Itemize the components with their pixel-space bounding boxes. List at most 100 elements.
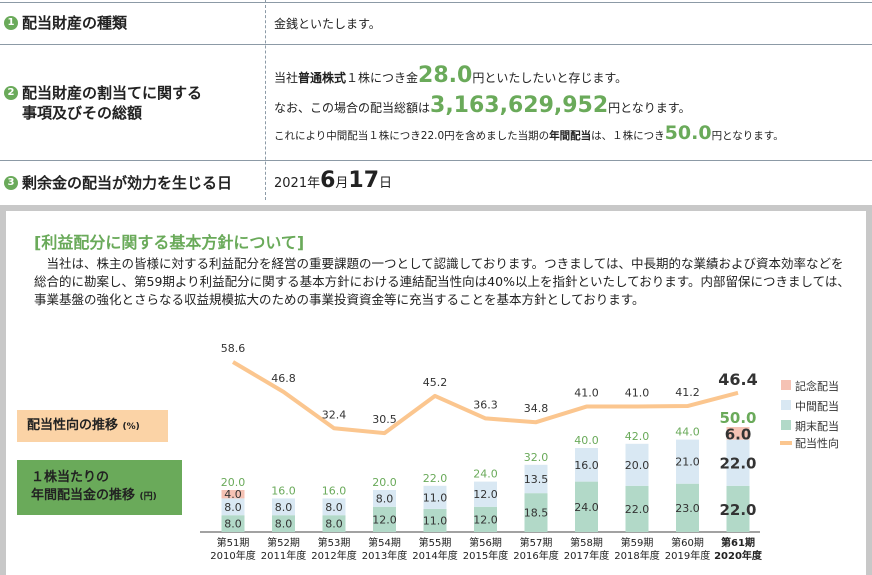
x-tick-year: 2015年度 bbox=[463, 549, 508, 562]
x-tick-label: 第60期 bbox=[671, 536, 704, 549]
x-tick-label: 第56期 bbox=[469, 536, 502, 549]
bar-記念配当 bbox=[726, 427, 750, 440]
policy-title: [利益配分に関する基本方針について] bbox=[34, 233, 305, 252]
x-tick-year: 2018年度 bbox=[614, 549, 659, 562]
total-label: 22.0 bbox=[423, 472, 448, 485]
bar-中間配当 bbox=[474, 481, 497, 507]
line-point-label: 36.3 bbox=[473, 398, 498, 411]
bar-value-label: 6.0 bbox=[725, 425, 752, 443]
bar-value-label: 11.0 bbox=[423, 491, 448, 504]
bar-value-label: 8.0 bbox=[376, 492, 394, 505]
total-label: 16.0 bbox=[271, 484, 296, 497]
bar-value-label: 12.0 bbox=[372, 513, 397, 526]
x-tick-year: 2010年度 bbox=[210, 549, 255, 562]
bar-value-label: 23.0 bbox=[675, 502, 700, 515]
bar-中間配当 bbox=[575, 448, 598, 482]
bar-期末配当 bbox=[423, 508, 447, 532]
bar-期末配当 bbox=[373, 506, 396, 532]
bar-value-label: 13.5 bbox=[524, 473, 549, 486]
line-point-label: 41.0 bbox=[574, 387, 599, 400]
bar-value-label: 8.0 bbox=[325, 518, 343, 531]
label-text: 配当財産の割当てに関する bbox=[22, 84, 203, 102]
policy-panel: [利益配分に関する基本方針について] 当社は、株主の皆様に対する利益配分を経営の… bbox=[0, 205, 872, 575]
legend-label: 中間配当 bbox=[795, 399, 839, 413]
bar-value-label: 8.0 bbox=[224, 518, 242, 531]
bar-value-label: 20.0 bbox=[625, 459, 650, 472]
bar-value-label: 8.0 bbox=[325, 501, 343, 514]
bar-期末配当 bbox=[272, 515, 295, 532]
x-tick-year: 2014年度 bbox=[412, 549, 457, 562]
effective-date: 2021年6月17日 bbox=[274, 168, 393, 193]
dps-label: １株当たりの 年間配当金の推移 (円) bbox=[17, 460, 182, 515]
total-label: 24.0 bbox=[473, 468, 498, 481]
allocation-line3: これにより中間配当１株につき22.0円を含めました当期の年間配当は、１株につき5… bbox=[274, 122, 784, 144]
line-point-label: 30.5 bbox=[372, 413, 397, 426]
total-label: 42.0 bbox=[625, 430, 650, 443]
total-label: 20.0 bbox=[372, 476, 397, 489]
line-point-label: 45.2 bbox=[423, 376, 448, 389]
bar-期末配当 bbox=[221, 515, 245, 532]
bar-中間配当 bbox=[524, 464, 548, 494]
line-point-label: 58.6 bbox=[221, 342, 246, 355]
legend-swatch bbox=[781, 380, 791, 390]
bar-期末配当 bbox=[676, 483, 699, 532]
x-tick-label: 第51期 bbox=[217, 536, 250, 549]
label-text: 配当財産の種類 bbox=[22, 14, 128, 32]
label-text: 事項及びその総額 bbox=[22, 104, 143, 122]
allocation-line1: 当社普通株式１株につき金28.0円といたしたいと存じます。 bbox=[274, 63, 628, 88]
legend-label: 記念配当 bbox=[795, 379, 839, 393]
bar-value-label: 22.0 bbox=[719, 455, 756, 473]
total-label: 50.0 bbox=[719, 409, 756, 427]
x-tick-year: 2012年度 bbox=[311, 549, 356, 562]
bar-期末配当 bbox=[625, 485, 649, 532]
bar-中間配当 bbox=[676, 439, 699, 484]
total-label: 20.0 bbox=[221, 476, 246, 489]
number-badge: 1 bbox=[4, 16, 18, 30]
bar-期末配当 bbox=[322, 515, 346, 532]
bar-記念配当 bbox=[221, 490, 245, 499]
bar-value-label: 12.0 bbox=[473, 488, 498, 501]
annual-dividend: 50.0 bbox=[664, 122, 712, 144]
row-divider bbox=[0, 160, 872, 161]
x-tick-year: 2016年度 bbox=[513, 549, 558, 562]
row-label-allocation: 2 配当財産の割当てに関する 事項及びその総額 bbox=[4, 83, 202, 123]
bar-期末配当 bbox=[474, 506, 497, 532]
x-tick-label: 第53期 bbox=[318, 536, 351, 549]
allocation-line2: なお、この場合の配当総額は3,163,629,952円となります。 bbox=[274, 93, 691, 118]
legend-swatch bbox=[781, 420, 791, 430]
bar-value-label: 22.0 bbox=[625, 503, 650, 516]
bar-value-label: 4.0 bbox=[224, 488, 242, 501]
bar-value-label: 12.0 bbox=[473, 513, 498, 526]
total-label: 16.0 bbox=[322, 484, 347, 497]
total-label: 40.0 bbox=[574, 434, 599, 447]
bar-期末配当 bbox=[575, 481, 598, 532]
dividend-per-share: 28.0 bbox=[418, 63, 473, 88]
line-point-label: 34.8 bbox=[524, 402, 549, 415]
row-label-effective-date: 3 剰余金の配当が効力を生じる日 bbox=[4, 173, 232, 193]
payout-ratio-line bbox=[231, 360, 739, 436]
number-badge: 3 bbox=[4, 176, 18, 190]
bar-中間配当 bbox=[423, 485, 447, 509]
bar-value-label: 24.0 bbox=[574, 501, 599, 514]
bar-value-label: 16.0 bbox=[574, 459, 599, 472]
x-tick-label: 第61期 bbox=[721, 536, 755, 549]
row-divider bbox=[0, 44, 872, 45]
x-tick-year: 2019年度 bbox=[665, 549, 710, 562]
line-point-label: 41.2 bbox=[675, 386, 700, 399]
total-dividend: 3,163,629,952 bbox=[430, 93, 609, 118]
total-label: 44.0 bbox=[675, 426, 700, 439]
bar-中間配当 bbox=[322, 498, 346, 516]
x-tick-label: 第57期 bbox=[520, 536, 553, 549]
x-tick-year: 2013年度 bbox=[362, 549, 407, 562]
line-point-label: 46.4 bbox=[718, 370, 757, 389]
row-divider bbox=[0, 2, 872, 3]
x-tick-year: 2017年度 bbox=[564, 549, 609, 562]
line-point-label: 41.0 bbox=[625, 387, 650, 400]
bar-value-label: 11.0 bbox=[423, 514, 448, 527]
line-point-label: 46.8 bbox=[271, 372, 296, 385]
bar-value-label: 21.0 bbox=[675, 456, 700, 469]
legend-swatch bbox=[781, 400, 791, 410]
x-tick-year: 2011年度 bbox=[261, 549, 306, 562]
column-divider bbox=[265, 0, 266, 200]
